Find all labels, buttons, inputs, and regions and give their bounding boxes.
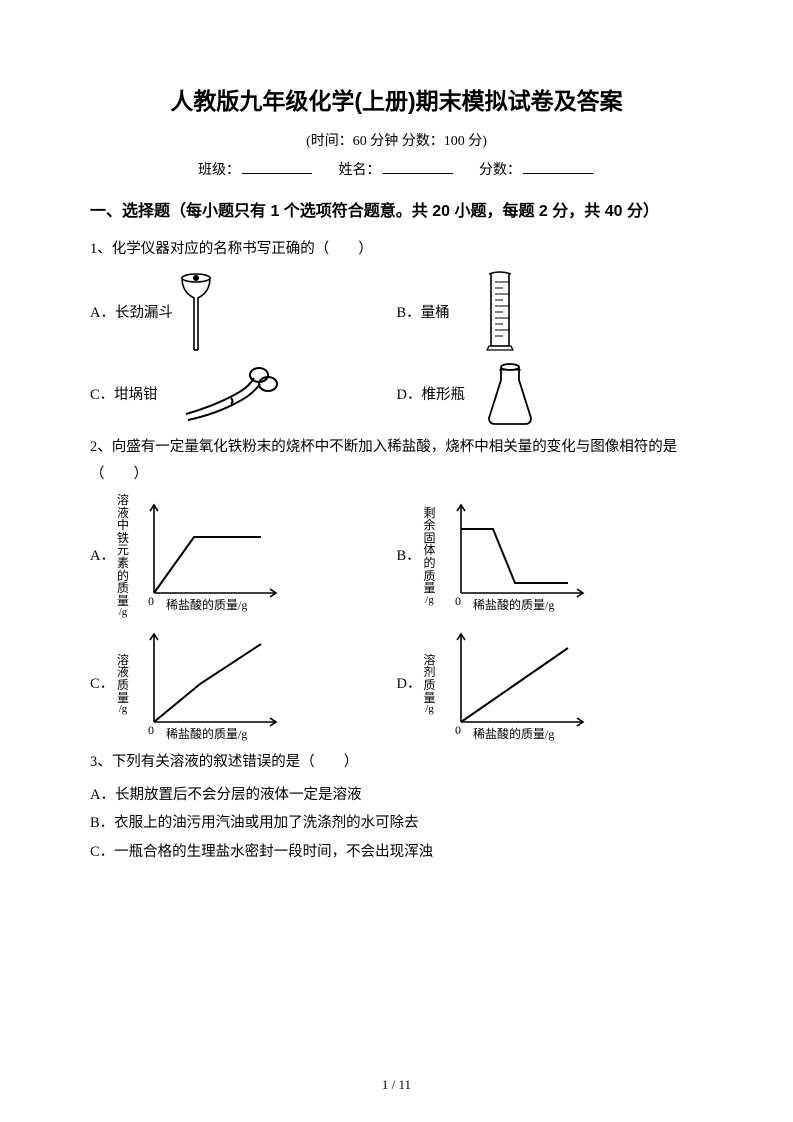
q2-D-xlabel: 稀盐酸的质量/g [473, 726, 554, 741]
q1-optB-label: B．量桶 [397, 300, 471, 327]
name-blank[interactable] [383, 160, 453, 174]
q2-B-zero: 0 [455, 594, 461, 608]
q2-B-xlabel: 稀盐酸的质量/g [473, 597, 554, 612]
q1-row2: C．坩埚钳 D．椎形瓶 [90, 360, 703, 430]
page-number: 1 / 11 [0, 1073, 793, 1097]
graduated-cylinder-icon [481, 268, 519, 358]
section-1-heading: 一、选择题（每小题只有 1 个选项符合题意。共 20 小题，每题 2 分，共 4… [90, 194, 703, 229]
q1-stem: 1、化学仪器对应的名称书写正确的（ ） [90, 236, 703, 263]
q1-optD-label: D．椎形瓶 [397, 382, 471, 409]
q2-C-ylabel: 溶液质量/g [116, 654, 130, 716]
info-blanks-row: 班级： 姓名： 分数： [90, 158, 703, 184]
q2-row1: A． 溶液中铁元素的质量/g 0 稀盐酸的质量/g B． 剩余固体的质量/g [90, 494, 703, 619]
q2-stem: 2、向盛有一定量氧化铁粉末的烧杯中不断加入稀盐酸，烧杯中相关量的变化与图像相符的… [90, 434, 703, 488]
score-label: 分数： [479, 163, 521, 178]
q2-C-zero: 0 [148, 723, 154, 737]
q2-C-letter: C． [90, 671, 110, 698]
q2-chart-A: 0 稀盐酸的质量/g [136, 497, 296, 615]
conical-flask-icon [481, 360, 539, 430]
q2-A-letter: A． [90, 543, 110, 570]
q2-A-xlabel: 稀盐酸的质量/g [166, 597, 247, 612]
q3-optC: C．一瓶合格的生理盐水密封一段时间，不会出现浑浊 [90, 839, 703, 866]
name-label: 姓名： [339, 163, 381, 178]
funnel-icon [174, 270, 218, 356]
q2-chart-D: 0 稀盐酸的质量/g [443, 626, 603, 744]
class-label: 班级： [198, 163, 240, 178]
q2-A-zero: 0 [148, 594, 154, 608]
q2-A-ylabel: 溶液中铁元素的质量/g [116, 494, 130, 619]
q2-B-ylabel: 剩余固体的质量/g [423, 507, 437, 607]
q2-D-letter: D． [397, 671, 417, 698]
score-blank[interactable] [523, 160, 593, 174]
q1-optC-label: C．坩埚钳 [90, 382, 164, 409]
q1-row1: A．长劲漏斗 B．量桶 [90, 268, 703, 358]
q1-optA-label: A．长劲漏斗 [90, 300, 164, 327]
q2-row2: C． 溶液质量/g 0 稀盐酸的质量/g D． 溶剂质量/g [90, 625, 703, 745]
q3-optA: A．长期放置后不会分层的液体一定是溶液 [90, 782, 703, 809]
crucible-tongs-icon [174, 364, 294, 426]
exam-subtitle: (时间：60 分钟 分数：100 分) [90, 129, 703, 155]
page-title: 人教版九年级化学(上册)期末模拟试卷及答案 [90, 80, 703, 123]
q2-chart-B: 0 稀盐酸的质量/g [443, 497, 603, 615]
q2-B-letter: B． [397, 543, 417, 570]
q3-stem: 3、下列有关溶液的叙述错误的是（ ） [90, 749, 703, 776]
q2-C-xlabel: 稀盐酸的质量/g [166, 726, 247, 741]
q2-chart-C: 0 稀盐酸的质量/g [136, 626, 296, 744]
q3-optB: B．衣服上的油污用汽油或用加了洗涤剂的水可除去 [90, 810, 703, 837]
q2-D-zero: 0 [455, 723, 461, 737]
q2-D-ylabel: 溶剂质量/g [423, 654, 437, 716]
class-blank[interactable] [242, 160, 312, 174]
